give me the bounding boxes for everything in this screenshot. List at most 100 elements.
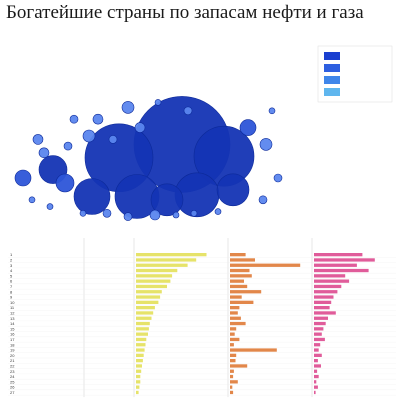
bubble-12 — [32, 134, 44, 145]
bubble-33 — [214, 208, 222, 215]
bubble-23 — [258, 195, 268, 205]
bar-pink — [314, 316, 328, 320]
bubble-28 — [102, 209, 112, 218]
bar-orange — [230, 337, 240, 342]
bar-pink — [314, 374, 319, 379]
table-row: 12 — [8, 311, 396, 316]
bar-orange — [230, 263, 301, 267]
bubble-22 — [273, 173, 283, 183]
table-row: 25 — [8, 379, 396, 385]
bubble-24 — [268, 107, 276, 115]
legend-swatch-3 — [324, 76, 340, 84]
bubble-8 — [73, 178, 111, 215]
row-rank: 4 — [10, 268, 13, 273]
bubble-11 — [14, 169, 32, 187]
row-rank: 25 — [10, 379, 15, 384]
bar-pink — [314, 321, 326, 326]
table-row: 5 — [8, 273, 396, 279]
table-row: 26 — [8, 385, 396, 390]
row-rank: 17 — [10, 337, 15, 342]
bar-yellow — [136, 353, 144, 357]
row-rank: 9 — [10, 295, 13, 300]
bar-orange — [230, 353, 237, 357]
bubble-26 — [154, 99, 162, 106]
bar-yellow — [136, 359, 143, 363]
row-rank: 27 — [10, 390, 15, 395]
bar-orange — [230, 306, 240, 310]
bar-orange — [230, 359, 236, 363]
legend — [317, 45, 393, 103]
bar-orange — [230, 321, 246, 326]
bar-orange — [230, 253, 246, 257]
row-rank: 26 — [10, 385, 15, 390]
bar-yellow — [136, 385, 140, 389]
bar-orange — [230, 327, 237, 331]
bubble-20 — [239, 119, 257, 136]
bar-pink — [314, 327, 324, 331]
bar-orange — [230, 258, 255, 262]
bar-yellow — [136, 311, 154, 315]
bar-pink — [314, 274, 346, 278]
bubble-15 — [92, 113, 104, 125]
row-rank: 18 — [10, 342, 15, 347]
bar-pink — [314, 311, 336, 315]
table-row: 1 — [8, 252, 396, 258]
bubble-7 — [216, 173, 250, 207]
table-row: 14 — [8, 321, 396, 327]
row-rank: 11 — [10, 305, 15, 310]
bubble-34 — [28, 196, 36, 204]
row-rank: 16 — [10, 332, 15, 337]
bar-pink — [314, 390, 316, 395]
table-rows: 1234567891011121314151617181920212223242… — [8, 252, 396, 396]
row-rank: 23 — [10, 369, 15, 374]
bar-pink — [314, 290, 338, 294]
bubble-17 — [134, 122, 146, 133]
bar-yellow — [136, 279, 171, 283]
table-row: 17 — [8, 337, 396, 343]
bubble-18 — [69, 114, 79, 124]
bubble-29 — [123, 212, 133, 221]
bar-yellow — [136, 268, 178, 273]
row-rank: 19 — [10, 348, 15, 353]
row-rank: 22 — [10, 364, 15, 369]
bar-yellow — [136, 274, 173, 278]
row-rank: 20 — [10, 353, 15, 358]
bar-yellow — [136, 253, 207, 257]
bar-orange — [230, 274, 252, 278]
bar-pink — [314, 359, 318, 363]
bar-orange — [230, 279, 244, 283]
table-row: 19 — [8, 348, 396, 353]
bar-yellow — [136, 369, 142, 373]
bubble-14 — [82, 129, 96, 143]
bar-orange — [230, 311, 238, 315]
row-rank: 6 — [10, 279, 13, 284]
bar-yellow — [136, 258, 197, 262]
table-row: 6 — [8, 279, 396, 284]
row-rank: 15 — [10, 326, 15, 331]
chart-title: Богатейшие страны по запасам нефти и газ… — [6, 2, 364, 23]
bar-pink — [314, 284, 342, 289]
table-row: 2 — [8, 258, 396, 263]
bar-yellow — [136, 327, 149, 331]
bar-orange — [230, 316, 241, 320]
row-rank: 13 — [10, 316, 15, 321]
bar-pink — [314, 279, 350, 283]
bar-pink — [314, 337, 325, 342]
table-row: 27 — [8, 390, 396, 396]
table-row: 3 — [8, 263, 396, 269]
row-rank: 1 — [10, 252, 13, 257]
bar-orange — [230, 290, 262, 294]
table-row: 15 — [8, 326, 396, 332]
table-row: 9 — [8, 295, 396, 300]
bar-pink — [314, 263, 357, 267]
bar-yellow — [136, 306, 155, 310]
table-row: 4 — [8, 268, 396, 274]
bubble-13 — [63, 141, 73, 151]
bar-pink — [314, 348, 319, 352]
bar-yellow — [136, 390, 139, 395]
bar-pink — [314, 295, 334, 299]
bubble-21 — [259, 138, 273, 151]
bar-pink — [314, 300, 332, 304]
table-row: 13 — [8, 316, 396, 322]
